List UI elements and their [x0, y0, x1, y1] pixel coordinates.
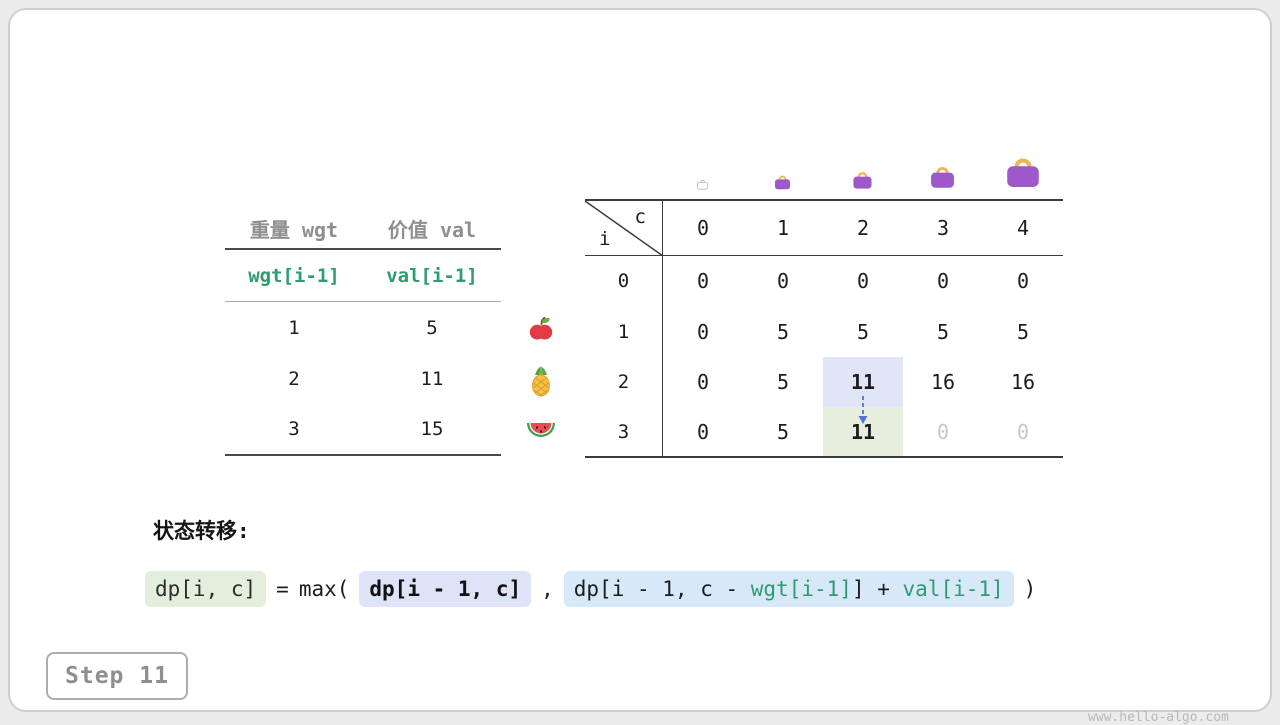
formula-term2-chip: dp[i - 1, c - wgt[i-1]] + val[i-1] [563, 571, 1014, 607]
formula-term2-wgt: wgt[i-1] [750, 577, 852, 601]
item-row-2-val: 11 [420, 367, 444, 390]
formula-term2-val: val[i-1] [902, 577, 1004, 601]
item-row-3-wgt: 3 [288, 418, 300, 440]
watermark: www.hello-algo.com [1088, 710, 1229, 725]
dp-col-header-0: 0 [663, 201, 743, 256]
dp-cell-1-0: 0 [696, 319, 710, 344]
bag-medium-icon [851, 169, 874, 190]
dp-cell-1-3: 5 [936, 319, 950, 344]
dp-cell-2-3: 16 [930, 370, 956, 394]
dp-cell-1-4: 5 [1016, 319, 1030, 344]
dp-col-header-3: 3 [903, 201, 983, 256]
item-row-1-wgt: 1 [288, 316, 300, 339]
dp-cell-1-1: 5 [776, 319, 790, 344]
step-badge: Step 11 [46, 652, 188, 700]
transition-arrow-icon [858, 396, 868, 424]
formula-term2-mid: ] + [851, 577, 903, 601]
item-table-formula-val: val[i-1] [363, 250, 501, 302]
formula-term1-chip: dp[i - 1, c] [359, 571, 532, 607]
formula-close-paren: ) [1023, 577, 1037, 601]
dp-row-label-3: 3 [585, 407, 663, 456]
item-row-1-val: 5 [426, 316, 438, 339]
dp-corner-col-label: c [634, 206, 646, 228]
watermelon-icon [526, 422, 556, 439]
dp-cell-0-3: 0 [936, 269, 950, 293]
item-table-header-wgt: 重量 wgt [225, 208, 363, 250]
transition-formula: dp[i, c] = max( dp[i - 1, c] , dp[i - 1,… [145, 571, 1036, 607]
dp-col-header-4: 4 [983, 201, 1063, 256]
pineapple-icon [527, 365, 555, 397]
item-row-3-val: 15 [420, 418, 444, 440]
dp-cell-1-2: 5 [856, 319, 870, 344]
corner-diagonal-line [585, 201, 663, 256]
bag-small-icon [773, 173, 792, 191]
formula-equals: = [276, 577, 289, 601]
dp-cell-2-1: 5 [776, 370, 790, 394]
item-table-header-val: 价值 val [363, 208, 501, 250]
item-table: 重量 wgt 价值 val wgt[i-1] val[i-1] 1 5 2 11… [225, 208, 501, 456]
dp-cell-0-1: 0 [776, 269, 790, 293]
dp-table: c i 0 1 2 3 4 0 0 0 0 0 0 1 0 5 5 5 5 2 … [585, 199, 1063, 458]
dp-cell-3-0: 0 [696, 419, 710, 444]
dp-cell-0-4: 0 [1016, 269, 1030, 293]
dp-cell-2-4: 16 [1010, 370, 1036, 394]
dp-col-header-2: 2 [823, 201, 903, 256]
dp-cell-0-2: 0 [856, 269, 870, 293]
dp-corner-row-label: i [599, 228, 611, 250]
transition-label: 状态转移: [153, 519, 250, 543]
dp-row-label-1: 1 [585, 306, 663, 357]
formula-max-open: max( [298, 577, 350, 601]
bag-xlarge-icon [1003, 153, 1043, 190]
dp-col-header-1: 1 [743, 201, 823, 256]
dp-corner-cell: c i [585, 201, 663, 256]
dp-row-label-0: 0 [585, 256, 663, 306]
item-row-2-wgt: 2 [288, 367, 300, 390]
item-table-formula-wgt: wgt[i-1] [225, 250, 363, 302]
figure-card: 重量 wgt 价值 val wgt[i-1] val[i-1] 1 5 2 11… [8, 8, 1272, 725]
formula-term2-prefix: dp[i - 1, c - [573, 577, 751, 601]
dp-cell-3-4: 0 [1016, 419, 1030, 444]
dp-cell-3-2-highlighted: 11 [823, 407, 903, 456]
formula-lhs-chip: dp[i, c] [145, 571, 267, 607]
dp-cell-2-0: 0 [696, 370, 710, 394]
bag-empty-icon [696, 178, 709, 190]
dp-cell-3-1: 5 [776, 419, 790, 444]
dp-cell-3-3: 0 [936, 419, 950, 444]
formula-comma: , [541, 577, 554, 601]
dp-row-label-2: 2 [585, 357, 663, 407]
apple-icon [527, 315, 555, 343]
bag-large-icon [928, 163, 957, 190]
dp-cell-0-0: 0 [696, 269, 710, 293]
